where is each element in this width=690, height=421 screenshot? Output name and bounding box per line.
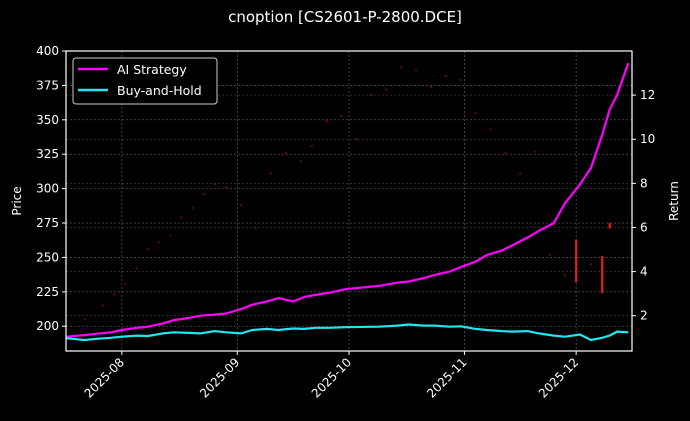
buy-and-hold-line [65, 323, 629, 342]
price-point [504, 151, 507, 155]
left-axis-label: Price [10, 186, 24, 215]
y-tick-label: 250 [36, 250, 59, 264]
y2-tick-label: 8 [640, 176, 648, 190]
price-point [83, 318, 86, 321]
y-tick-label: 325 [36, 147, 59, 161]
price-point [548, 253, 552, 256]
price-point [459, 78, 462, 82]
price-candles [83, 66, 611, 321]
price-point [489, 128, 492, 131]
x-tick-label: 2025-10 [309, 355, 354, 400]
price-point [169, 234, 172, 237]
price-point [385, 88, 388, 91]
price-point [224, 186, 228, 189]
price-point [146, 247, 150, 251]
price-point [102, 304, 105, 307]
y2-tick-label: 4 [640, 265, 648, 279]
price-point [310, 144, 313, 148]
x-tick-label: 2025-09 [197, 355, 242, 400]
x-tick-label: 2025-08 [82, 355, 127, 400]
price-point [180, 216, 183, 219]
y2-tick-label: 10 [640, 132, 655, 146]
price-point [284, 151, 287, 155]
grid-lines [66, 50, 632, 351]
right-axis-label: Return [667, 181, 681, 221]
right-axis: 2 4 6 8 10 12 [632, 88, 655, 323]
price-point [113, 293, 116, 296]
price-point [325, 119, 328, 123]
ai-strategy-line [65, 62, 630, 338]
price-point [191, 206, 194, 210]
price-point [474, 111, 477, 115]
y2-tick-label: 2 [640, 309, 648, 323]
price-point [124, 282, 127, 285]
price-point [202, 192, 205, 196]
y-tick-label: 375 [36, 78, 59, 92]
price-point [429, 85, 433, 88]
y-tick-label: 275 [36, 216, 59, 230]
y-tick-label: 200 [36, 319, 59, 333]
x-tick-label: 2025-12 [536, 355, 581, 400]
price-point [399, 66, 403, 69]
y2-tick-label: 12 [640, 88, 655, 102]
price-point [563, 274, 567, 277]
y2-tick-label: 6 [640, 220, 648, 234]
x-tick-label: 2025-11 [424, 355, 469, 400]
legend-label-ai-strategy: AI Strategy [117, 62, 187, 77]
legend-box [72, 57, 218, 105]
series-lines [65, 62, 630, 342]
price-point [213, 183, 217, 186]
x-axis: 2025-08 2025-09 2025-10 2025-11 2025-12 [82, 351, 581, 401]
price-point [269, 172, 273, 175]
y-tick-label: 225 [36, 285, 59, 299]
price-point [340, 114, 343, 117]
legend-label-buy-and-hold: Buy-and-Hold [117, 83, 202, 98]
price-point [355, 137, 358, 141]
legend: AI Strategy Buy-and-Hold [72, 57, 218, 105]
y-tick-label: 350 [36, 113, 59, 127]
price-point [135, 267, 138, 270]
y-tick-label: 400 [36, 44, 59, 58]
left-axis: 200 225 250 275 300 325 350 375 400 [36, 44, 66, 333]
y-tick-label: 300 [36, 182, 59, 196]
price-point [444, 74, 448, 77]
price-point [299, 159, 302, 163]
price-point [157, 241, 161, 244]
price-point [370, 93, 373, 97]
price-point [414, 69, 418, 72]
chart-title: cnoption [CS2601-P-2800.DCE] [228, 8, 462, 26]
price-point [254, 227, 258, 230]
price-point [533, 150, 537, 153]
price-point [239, 203, 243, 207]
price-point [519, 172, 522, 175]
price-point [589, 263, 593, 266]
